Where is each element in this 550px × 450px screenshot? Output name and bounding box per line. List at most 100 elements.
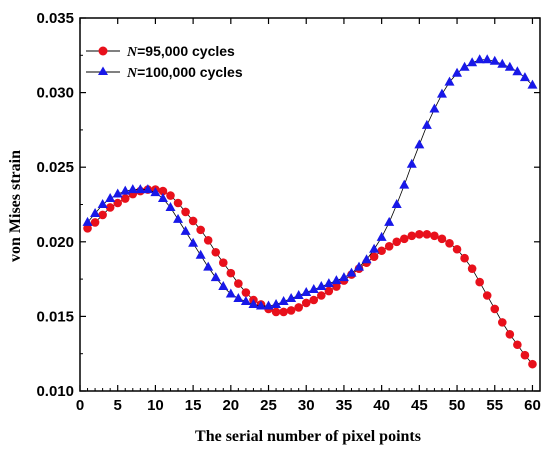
series-0-point — [437, 234, 447, 244]
x-tick-label-10: 10 — [147, 397, 164, 414]
y-axis-title: von Mises strain — [7, 150, 24, 262]
series-0-point — [218, 258, 228, 267]
series-0-point — [422, 230, 432, 239]
series-0-point — [513, 340, 522, 350]
y-tick-label-0.030: 0.030 — [36, 85, 74, 102]
series-0-point — [399, 234, 409, 244]
series-1-point — [429, 103, 440, 113]
legend-label-100000-rest: =100,000 cycles — [137, 64, 243, 80]
series-0-point — [324, 286, 334, 296]
legend-marker-100000 — [98, 66, 108, 75]
series-1-point — [391, 199, 402, 208]
series-1-point — [105, 193, 116, 203]
series-0-point — [120, 194, 130, 203]
series-1-point — [120, 185, 131, 195]
series-0-point — [528, 359, 537, 369]
series-1-point — [527, 79, 538, 89]
x-tick-label-35: 35 — [336, 397, 353, 414]
series-1-point — [316, 281, 327, 291]
series-1-point — [240, 295, 251, 305]
series-0-point — [377, 246, 386, 256]
series-0-point — [445, 238, 454, 248]
series-1-point — [180, 225, 191, 235]
series-0-point — [309, 295, 319, 305]
x-tick-label-30: 30 — [298, 397, 315, 414]
series-layer — [82, 54, 538, 369]
series-0-point — [384, 241, 394, 251]
series-1-point — [112, 188, 123, 198]
series-1-point — [248, 298, 259, 308]
x-tick-label-55: 55 — [486, 397, 503, 414]
series-0-point — [234, 279, 243, 288]
series-1-point — [278, 295, 289, 305]
series-1-point — [210, 272, 221, 282]
series-0-point — [113, 198, 123, 208]
series-0-point — [520, 350, 530, 360]
series-1-point — [225, 288, 236, 298]
series-1-point — [452, 67, 463, 77]
series-1-point — [233, 292, 244, 302]
legend: N=95,000 cycles N=100,000 cycles — [86, 43, 243, 81]
legend-marker-95000 — [98, 46, 108, 56]
series-0-point — [105, 203, 115, 212]
series-1-point — [255, 300, 266, 310]
y-tick-label-0.035: 0.035 — [36, 10, 74, 27]
series-1-point — [301, 287, 312, 297]
y-tick-label-0.015: 0.015 — [36, 308, 74, 325]
series-0-point — [301, 298, 311, 308]
series-1-point — [474, 54, 485, 64]
series-0-point — [211, 247, 221, 257]
x-tick-label-60: 60 — [524, 397, 541, 414]
series-1-point — [459, 61, 470, 71]
series-1-point — [271, 298, 282, 308]
series-1-point — [157, 193, 168, 203]
legend-label-95000-prefix: N — [126, 45, 138, 60]
series-1-point — [165, 201, 176, 211]
x-tick-label-40: 40 — [373, 397, 390, 414]
series-1-point — [414, 139, 425, 149]
series-0-point — [505, 330, 515, 339]
x-tick-label-45: 45 — [411, 397, 428, 414]
series-1-point — [331, 275, 342, 285]
x-axis-title: The serial number of pixel points — [195, 428, 421, 445]
series-0-point — [166, 191, 175, 200]
series-1-point — [323, 278, 334, 288]
series-0-point — [490, 304, 500, 314]
series-1-point — [82, 216, 93, 226]
series-0-point — [369, 252, 379, 262]
series-1-point — [218, 281, 229, 291]
series-0-point — [392, 237, 402, 247]
x-tick-label-50: 50 — [449, 397, 466, 414]
series-1-point — [384, 216, 395, 226]
series-0-point — [181, 207, 190, 217]
series-1-point — [127, 184, 138, 194]
series-0-point — [271, 307, 281, 317]
axes: 0 5 10 15 20 25 30 35 40 45 50 55 60 0.010 0.015 0.020 0… — [36, 10, 540, 414]
series-0-point — [196, 225, 205, 235]
series-0-point — [158, 186, 168, 196]
series-line-1 — [87, 59, 533, 307]
y-tick-label-0.020: 0.020 — [36, 234, 74, 251]
legend-label-100000: N=100,000 cycles — [126, 64, 243, 81]
series-1-point — [263, 300, 274, 310]
series-1-point — [376, 231, 387, 241]
series-1-point — [308, 284, 319, 294]
series-0-point — [317, 291, 326, 300]
series-1-point — [489, 55, 500, 65]
series-0-point — [497, 318, 507, 327]
series-1-point — [188, 237, 199, 247]
series-0-point — [430, 231, 439, 241]
series-0-point — [460, 253, 469, 263]
series-1-point — [203, 261, 214, 271]
series-0-point — [482, 291, 492, 300]
series-0-point — [286, 306, 296, 315]
series-1-point — [406, 158, 417, 168]
series-1-point — [399, 179, 410, 189]
series-1-point — [142, 184, 153, 194]
y-tick-label-0.010: 0.010 — [36, 383, 74, 400]
x-tick-label-20: 20 — [222, 397, 239, 414]
x-tick-label-5: 5 — [114, 397, 122, 414]
x-tick-label-25: 25 — [260, 397, 277, 414]
series-1-point — [90, 207, 101, 217]
